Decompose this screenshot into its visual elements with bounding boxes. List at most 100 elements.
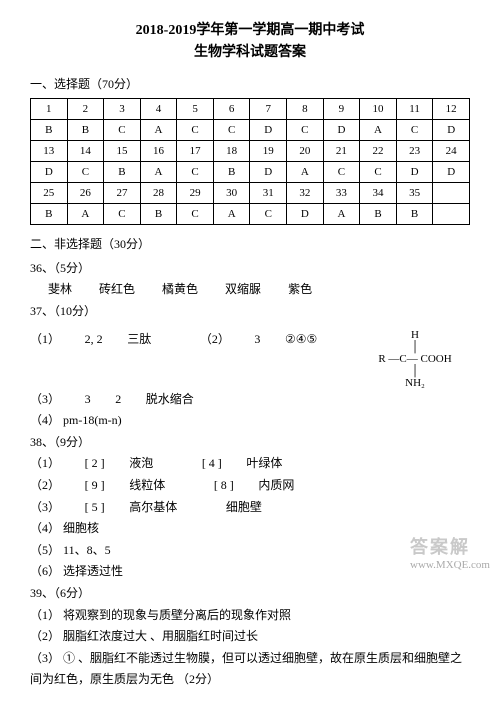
q38-l3: （3） [ 5 ] 高尔基体 细胞壁 bbox=[30, 497, 470, 519]
cell: C bbox=[213, 119, 250, 140]
q39-header: 39、（6分） bbox=[30, 583, 470, 605]
cell: C bbox=[177, 203, 214, 224]
cell: 29 bbox=[177, 182, 214, 203]
q38-num: [ 9 ] bbox=[85, 478, 105, 492]
q38-txt: 叶绿体 bbox=[246, 456, 282, 470]
mol-top: H bbox=[360, 329, 470, 341]
cell: D bbox=[250, 161, 287, 182]
q37-line3: （3） 3 2 脱水缩合 bbox=[30, 389, 470, 411]
cell: D bbox=[250, 119, 287, 140]
cell: 23 bbox=[396, 140, 433, 161]
cell: D bbox=[396, 161, 433, 182]
q38-l5: （5） 11、8、5 bbox=[30, 540, 470, 562]
cell: A bbox=[67, 203, 104, 224]
cell bbox=[433, 182, 470, 203]
cell: B bbox=[360, 203, 397, 224]
cell: 19 bbox=[250, 140, 287, 161]
cell: 17 bbox=[177, 140, 214, 161]
q39-label: （1） bbox=[30, 608, 60, 622]
q36-item: 砖红色 bbox=[99, 282, 135, 296]
cell: A bbox=[323, 203, 360, 224]
cell: 7 bbox=[250, 98, 287, 119]
cell: C bbox=[104, 119, 141, 140]
q38-num: [ 2 ] bbox=[85, 456, 105, 470]
cell: 14 bbox=[67, 140, 104, 161]
cell: A bbox=[140, 119, 177, 140]
cell: D bbox=[323, 119, 360, 140]
q36-item: 双缩脲 bbox=[225, 282, 261, 296]
molecule-diagram: H │ R —C— COOH │ NH₂ bbox=[360, 329, 470, 389]
q37-sub1-item: 2, 2 bbox=[85, 332, 103, 346]
cell: B bbox=[140, 203, 177, 224]
mol-bottom: NH₂ bbox=[360, 377, 470, 389]
mol-center: C bbox=[399, 353, 406, 365]
q39-a1: （1） 将观察到的现象与质壁分离后的现象作对照 bbox=[30, 605, 470, 627]
partB-heading: 二、非选择题（30分） bbox=[30, 235, 470, 252]
cell: C bbox=[396, 119, 433, 140]
cell: 34 bbox=[360, 182, 397, 203]
q39-label: （3） bbox=[30, 651, 60, 665]
watermark-small: www.MXQE.com bbox=[410, 559, 490, 571]
q36-item: 紫色 bbox=[288, 282, 312, 296]
q38-l6: （6） 选择透过性 bbox=[30, 561, 470, 583]
q38-label: （3） bbox=[30, 500, 60, 514]
q38-num: [ 4 ] bbox=[202, 456, 222, 470]
q38-label: （6） bbox=[30, 564, 60, 578]
q37-line1: （1） 2, 2 三肽 （2） 3 ②④⑤ bbox=[30, 329, 350, 351]
cell: 22 bbox=[360, 140, 397, 161]
q37-sub3-item: 3 bbox=[85, 392, 91, 406]
q36-item: 斐林 bbox=[48, 282, 72, 296]
q37-sub2-item: 3 bbox=[254, 332, 260, 346]
cell: C bbox=[67, 161, 104, 182]
q38-txt: 内质网 bbox=[258, 478, 294, 492]
q36-header: 36、（5分） bbox=[30, 258, 470, 280]
cell: 20 bbox=[287, 140, 324, 161]
cell: 31 bbox=[250, 182, 287, 203]
q38-num: [ 5 ] bbox=[85, 500, 105, 514]
cell: B bbox=[213, 161, 250, 182]
q38-txt: 11、8、5 bbox=[63, 543, 111, 557]
cell: 1 bbox=[31, 98, 68, 119]
q38-l1: （1） [ 2 ] 液泡 [ 4 ] 叶绿体 bbox=[30, 453, 470, 475]
q36-answers: 斐林 砖红色 橘黄色 双缩脲 紫色 bbox=[30, 279, 470, 301]
cell bbox=[433, 203, 470, 224]
q36-item: 橘黄色 bbox=[162, 282, 198, 296]
cell: 26 bbox=[67, 182, 104, 203]
q37-sub4-text: pm-18(m-n) bbox=[63, 413, 122, 427]
q39-label: （2） bbox=[30, 629, 60, 643]
cell: 18 bbox=[213, 140, 250, 161]
cell: 10 bbox=[360, 98, 397, 119]
answer-table: 1 2 3 4 5 6 7 8 9 10 11 12 B B C A C C D… bbox=[30, 98, 470, 225]
q38-num: [ 8 ] bbox=[214, 478, 234, 492]
cell: A bbox=[287, 161, 324, 182]
cell: 11 bbox=[396, 98, 433, 119]
q37-header: 37、（10分） bbox=[30, 301, 470, 323]
cell: C bbox=[177, 161, 214, 182]
cell: 13 bbox=[31, 140, 68, 161]
q39-a2: （2） 胭脂红浓度过大 、用胭脂红时间过长 bbox=[30, 626, 470, 648]
cell: C bbox=[287, 119, 324, 140]
cell: 9 bbox=[323, 98, 360, 119]
q38-txt: 线粒体 bbox=[129, 478, 165, 492]
cell: 21 bbox=[323, 140, 360, 161]
cell: C bbox=[177, 119, 214, 140]
q37-sub3-item: 2 bbox=[115, 392, 121, 406]
cell: C bbox=[250, 203, 287, 224]
cell: 27 bbox=[104, 182, 141, 203]
q37-sub2-item: ②④⑤ bbox=[285, 332, 317, 346]
cell: 8 bbox=[287, 98, 324, 119]
watermark: 答案解 www.MXQE.com bbox=[410, 533, 490, 571]
cell: 15 bbox=[104, 140, 141, 161]
q39-a3: （3） ① 、胭脂红不能透过生物膜，但可以透过细胞壁，故在原生质层和细胞壁之间为… bbox=[30, 648, 470, 691]
q38-label: （1） bbox=[30, 456, 60, 470]
cell: B bbox=[396, 203, 433, 224]
q38-label: （2） bbox=[30, 478, 60, 492]
cell: B bbox=[104, 161, 141, 182]
q37-sub3-item: 脱水缩合 bbox=[146, 392, 194, 406]
q38-label: （5） bbox=[30, 543, 60, 557]
cell: 33 bbox=[323, 182, 360, 203]
cell: 16 bbox=[140, 140, 177, 161]
cell: 24 bbox=[433, 140, 470, 161]
cell: B bbox=[31, 119, 68, 140]
cell: 3 bbox=[104, 98, 141, 119]
